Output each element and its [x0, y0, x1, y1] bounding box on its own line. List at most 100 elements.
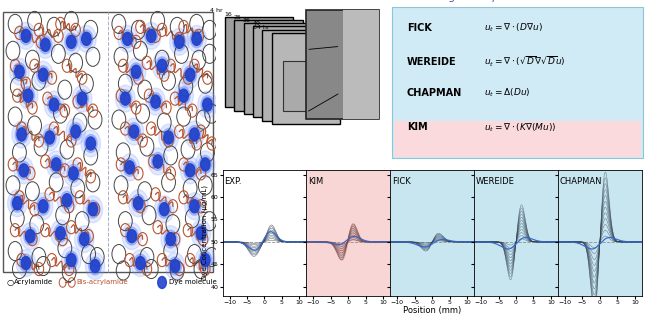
Circle shape — [119, 90, 132, 107]
Circle shape — [195, 151, 215, 178]
Circle shape — [179, 89, 188, 102]
Text: CHAPMAN: CHAPMAN — [407, 88, 462, 98]
Circle shape — [181, 157, 200, 184]
Circle shape — [61, 247, 81, 273]
Circle shape — [51, 220, 70, 247]
Circle shape — [168, 257, 181, 275]
Circle shape — [79, 232, 89, 246]
Y-axis label: Dye Concentration (μg/mL): Dye Concentration (μg/mL) — [201, 185, 208, 280]
Text: 49: 49 — [252, 21, 260, 26]
Circle shape — [48, 96, 61, 114]
Circle shape — [78, 230, 91, 248]
Circle shape — [21, 223, 40, 250]
Circle shape — [88, 203, 97, 216]
Circle shape — [66, 118, 85, 145]
Circle shape — [19, 254, 32, 272]
Circle shape — [184, 66, 197, 84]
FancyBboxPatch shape — [394, 121, 640, 157]
Circle shape — [122, 223, 141, 250]
Circle shape — [125, 227, 138, 245]
Text: ○: ○ — [6, 278, 14, 287]
Circle shape — [66, 35, 76, 48]
Circle shape — [39, 200, 48, 213]
Circle shape — [196, 227, 206, 240]
Circle shape — [164, 230, 177, 248]
Circle shape — [190, 128, 199, 141]
Text: $u_t = \nabla \cdot (\sqrt{D}\nabla\sqrt{D}u)$: $u_t = \nabla \cdot (\sqrt{D}\nabla\sqrt… — [484, 55, 566, 69]
Circle shape — [120, 154, 139, 181]
Circle shape — [19, 164, 28, 177]
FancyBboxPatch shape — [224, 17, 293, 107]
Circle shape — [11, 194, 24, 212]
Circle shape — [52, 158, 61, 171]
Circle shape — [165, 252, 184, 280]
FancyBboxPatch shape — [3, 12, 213, 272]
Circle shape — [61, 191, 74, 209]
Circle shape — [23, 89, 33, 102]
Text: CHAPMAN: CHAPMAN — [560, 177, 602, 186]
Circle shape — [77, 92, 87, 105]
Circle shape — [157, 59, 167, 72]
Circle shape — [45, 131, 54, 144]
Text: WEREIDE: WEREIDE — [407, 57, 457, 67]
Circle shape — [129, 125, 139, 138]
Circle shape — [155, 196, 174, 223]
Text: 4 hr: 4 hr — [210, 8, 223, 13]
Circle shape — [81, 130, 101, 157]
Circle shape — [185, 164, 195, 177]
Circle shape — [125, 161, 134, 174]
Text: WEREIDE: WEREIDE — [476, 177, 515, 186]
Circle shape — [86, 200, 99, 218]
Circle shape — [144, 27, 158, 45]
Circle shape — [66, 253, 76, 266]
Circle shape — [64, 251, 78, 269]
Circle shape — [187, 25, 206, 52]
FancyBboxPatch shape — [342, 10, 379, 119]
Circle shape — [13, 63, 26, 81]
FancyBboxPatch shape — [272, 33, 341, 124]
Circle shape — [146, 29, 156, 42]
Circle shape — [123, 32, 132, 45]
Circle shape — [132, 65, 141, 78]
Circle shape — [43, 128, 56, 147]
Circle shape — [153, 155, 163, 168]
Text: Bis-acrylamide: Bis-acrylamide — [77, 280, 128, 286]
Text: FICK: FICK — [407, 23, 432, 33]
Circle shape — [166, 232, 175, 246]
Circle shape — [195, 224, 208, 242]
Text: FICK: FICK — [392, 177, 411, 186]
Circle shape — [17, 128, 26, 141]
Circle shape — [15, 126, 28, 143]
Circle shape — [45, 91, 64, 118]
Circle shape — [199, 251, 212, 269]
Circle shape — [135, 257, 145, 270]
Circle shape — [82, 32, 91, 45]
Text: Single-Component Diffusion Law: Single-Component Diffusion Law — [433, 0, 602, 2]
Text: $u_t = \nabla \cdot (D\nabla u)$: $u_t = \nabla \cdot (D\nabla u)$ — [484, 21, 543, 34]
Circle shape — [72, 85, 92, 112]
Circle shape — [159, 203, 169, 216]
Text: 64 hr: 64 hr — [253, 25, 270, 30]
Circle shape — [35, 31, 55, 58]
Text: 36: 36 — [243, 18, 251, 23]
Circle shape — [199, 156, 212, 173]
Circle shape — [170, 28, 189, 55]
Circle shape — [34, 61, 53, 88]
Circle shape — [75, 226, 94, 252]
Circle shape — [8, 190, 27, 217]
Circle shape — [173, 33, 186, 51]
Circle shape — [175, 35, 184, 48]
Circle shape — [10, 58, 29, 85]
Circle shape — [46, 151, 66, 178]
Circle shape — [57, 187, 77, 214]
Circle shape — [141, 22, 161, 49]
FancyBboxPatch shape — [263, 30, 331, 121]
Circle shape — [37, 66, 50, 84]
Circle shape — [195, 247, 215, 273]
Text: KIM: KIM — [308, 177, 323, 186]
Circle shape — [155, 57, 168, 75]
Circle shape — [12, 121, 32, 148]
Circle shape — [12, 197, 22, 210]
Circle shape — [124, 118, 144, 145]
Circle shape — [26, 230, 35, 243]
